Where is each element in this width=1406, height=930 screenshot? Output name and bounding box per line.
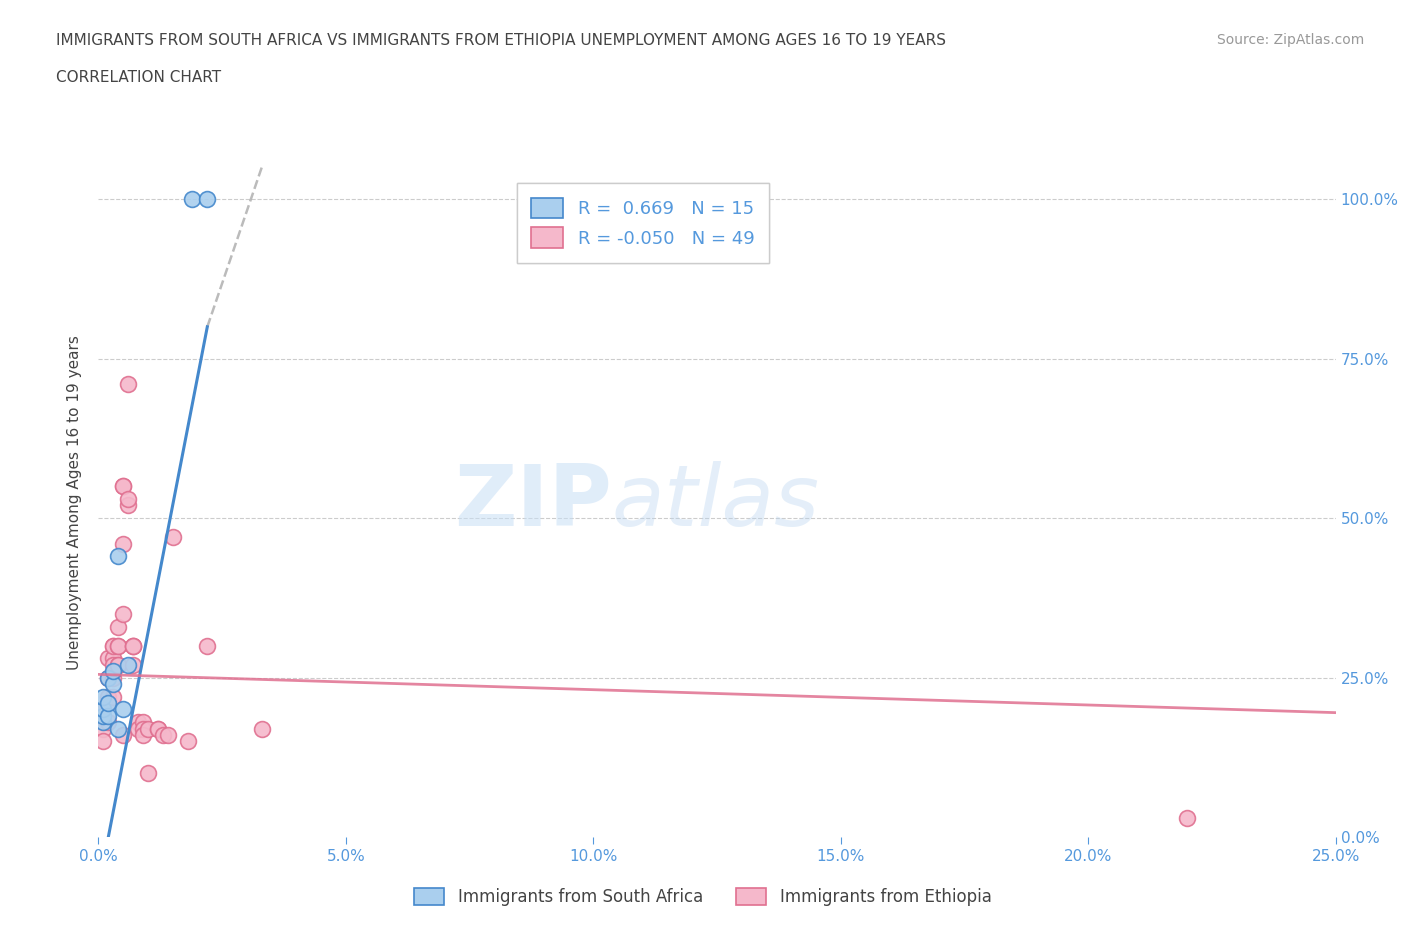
Point <box>152 727 174 742</box>
Point <box>250 721 273 736</box>
Legend: Immigrants from South Africa, Immigrants from Ethiopia: Immigrants from South Africa, Immigrants… <box>408 881 998 912</box>
Point <box>107 721 129 736</box>
Point <box>93 721 115 736</box>
Point <box>112 606 135 621</box>
Point <box>107 619 129 634</box>
Point <box>107 638 129 653</box>
Point <box>93 689 115 704</box>
Point <box>146 721 169 736</box>
Point <box>93 702 115 717</box>
Point <box>112 702 135 717</box>
Text: ZIP: ZIP <box>454 460 612 544</box>
Point <box>103 638 125 653</box>
Point <box>112 479 135 494</box>
Point <box>97 671 120 685</box>
Point <box>181 192 204 206</box>
Point <box>97 715 120 730</box>
Point <box>195 638 218 653</box>
Point <box>127 715 149 730</box>
Point <box>117 498 139 512</box>
Point <box>117 492 139 507</box>
Point <box>97 689 120 704</box>
Point <box>103 689 125 704</box>
Point <box>117 377 139 392</box>
Point <box>127 721 149 736</box>
Y-axis label: Unemployment Among Ages 16 to 19 years: Unemployment Among Ages 16 to 19 years <box>67 335 83 670</box>
Point <box>156 727 179 742</box>
Text: IMMIGRANTS FROM SOUTH AFRICA VS IMMIGRANTS FROM ETHIOPIA UNEMPLOYMENT AMONG AGES: IMMIGRANTS FROM SOUTH AFRICA VS IMMIGRAN… <box>56 33 946 47</box>
Point <box>136 765 159 780</box>
Point <box>132 721 155 736</box>
Point <box>117 658 139 672</box>
Point <box>122 638 145 653</box>
Point <box>1175 810 1198 825</box>
Point <box>195 192 218 206</box>
Point <box>146 721 169 736</box>
Point <box>103 676 125 691</box>
Point <box>136 721 159 736</box>
Point <box>93 715 115 730</box>
Point <box>132 715 155 730</box>
Legend: R =  0.669   N = 15, R = -0.050   N = 49: R = 0.669 N = 15, R = -0.050 N = 49 <box>516 183 769 263</box>
Point <box>97 696 120 711</box>
Point <box>107 549 129 564</box>
Point <box>122 658 145 672</box>
Point <box>107 658 129 672</box>
Point <box>97 696 120 711</box>
Point <box>112 479 135 494</box>
Point <box>112 537 135 551</box>
Point <box>132 727 155 742</box>
Point <box>97 671 120 685</box>
Point <box>103 658 125 672</box>
Point <box>162 530 184 545</box>
Point <box>97 709 120 724</box>
Point <box>93 709 115 724</box>
Point <box>103 671 125 685</box>
Point <box>107 638 129 653</box>
Point <box>122 638 145 653</box>
Text: Source: ZipAtlas.com: Source: ZipAtlas.com <box>1216 33 1364 46</box>
Text: CORRELATION CHART: CORRELATION CHART <box>56 70 221 85</box>
Point <box>97 651 120 666</box>
Point <box>93 702 115 717</box>
Point <box>103 664 125 679</box>
Point <box>103 638 125 653</box>
Point <box>122 638 145 653</box>
Point <box>93 715 115 730</box>
Point <box>107 658 129 672</box>
Point <box>176 734 198 749</box>
Point <box>93 734 115 749</box>
Point <box>112 727 135 742</box>
Text: atlas: atlas <box>612 460 820 544</box>
Point <box>93 709 115 724</box>
Point <box>103 651 125 666</box>
